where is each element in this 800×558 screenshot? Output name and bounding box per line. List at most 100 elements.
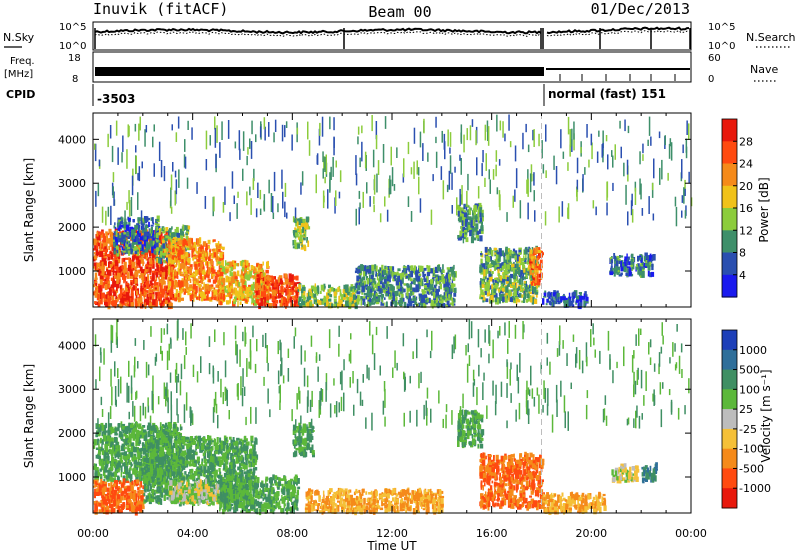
echo-cell	[489, 169, 491, 179]
echo-cell	[177, 276, 179, 279]
echo-cell	[284, 125, 286, 137]
echo-cell	[334, 291, 337, 296]
echo-cell	[631, 259, 634, 265]
echo-cell	[240, 279, 243, 283]
echo-cell	[147, 258, 149, 264]
echo-cell	[523, 255, 524, 261]
echo-cell	[232, 280, 235, 283]
echo-cell	[686, 139, 688, 153]
echo-cell	[149, 240, 152, 246]
echo-cell	[515, 269, 517, 276]
echo-cell	[301, 247, 304, 250]
echo-cell	[108, 239, 110, 244]
echo-cell	[420, 266, 423, 272]
echo-cell	[186, 279, 188, 284]
echo-cell	[313, 294, 316, 298]
echo-cell	[239, 130, 241, 150]
echo-cell	[440, 283, 442, 289]
echo-cell	[294, 240, 296, 245]
echo-cell	[169, 245, 171, 249]
echo-region	[457, 203, 484, 243]
station-title: Inuvik (fitACF)	[93, 0, 228, 18]
echo-cell	[249, 187, 251, 196]
echo-cell	[116, 240, 118, 245]
echo-cell	[684, 189, 686, 196]
echo-cell	[243, 263, 245, 267]
echo-cell	[329, 294, 332, 297]
echo-cell	[158, 257, 161, 264]
echo-cell	[621, 147, 623, 159]
echo-cell	[116, 287, 118, 291]
echo-cell	[95, 283, 97, 286]
echo-cell	[500, 276, 502, 281]
echo-cell	[110, 264, 112, 268]
echo-cell	[500, 268, 502, 271]
echo-cell	[181, 298, 184, 301]
echo-cell	[449, 171, 451, 190]
echo-cell	[126, 225, 129, 231]
echo-cell	[340, 170, 342, 182]
echo-cell	[391, 147, 393, 166]
echo-cell	[440, 294, 442, 297]
echo-cell	[155, 243, 158, 248]
echo-cell	[212, 274, 215, 276]
echo-cell	[326, 155, 328, 175]
echo-cell	[681, 159, 683, 178]
echo-cell	[453, 293, 456, 297]
echo-cell	[649, 117, 651, 136]
echo-cell	[516, 168, 518, 188]
echo-cell	[130, 269, 133, 276]
echo-cell	[251, 291, 253, 295]
echo-cell	[368, 269, 371, 273]
echo-cell	[670, 138, 672, 146]
echo-cell	[349, 302, 352, 309]
echo-cell	[526, 180, 528, 194]
echo-cell	[427, 300, 429, 303]
echo-cell	[442, 278, 445, 283]
echo-cell	[461, 158, 463, 175]
echo-cell	[184, 241, 186, 245]
echo-cell	[144, 232, 147, 237]
echo-cell	[215, 284, 218, 287]
echo-cell	[408, 142, 410, 154]
echo-cell	[239, 289, 242, 295]
echo-cell	[156, 258, 158, 263]
echo-cell	[628, 126, 630, 133]
echo-cell	[361, 286, 365, 293]
echo-cell	[392, 272, 394, 275]
echo-cell	[178, 169, 180, 188]
echo-cell	[454, 288, 457, 293]
echo-cell	[382, 277, 385, 279]
echo-cell	[444, 134, 446, 150]
echo-cell	[420, 132, 422, 148]
echo-cell	[433, 273, 435, 276]
colorbar-swatch	[722, 230, 737, 253]
echo-cell	[260, 209, 262, 215]
echo-cell	[488, 264, 492, 268]
echo-cell	[576, 300, 579, 303]
echo-cell	[430, 292, 431, 295]
echo-cell	[419, 274, 422, 276]
echo-cell	[492, 280, 494, 282]
beam-title: Beam 00	[368, 3, 431, 21]
echo-cell	[366, 182, 368, 193]
echo-cell	[184, 249, 186, 255]
echo-cell	[502, 121, 504, 138]
echo-cell	[536, 263, 538, 268]
echo-cell	[618, 270, 620, 272]
echo-cell	[272, 196, 274, 213]
echo-cell	[307, 122, 309, 140]
echo-cell	[514, 289, 517, 296]
echo-cell	[172, 162, 174, 172]
echo-cell	[188, 226, 191, 230]
echo-cell	[122, 272, 124, 275]
echo-cell	[98, 286, 101, 293]
echo-cell	[671, 142, 673, 160]
echo-cell	[580, 292, 582, 296]
echo-cell	[373, 150, 375, 168]
echo-cell	[450, 132, 452, 147]
echo-cell	[571, 129, 573, 147]
echo-cell	[127, 241, 129, 244]
echo-cell	[414, 128, 416, 144]
echo-cell	[533, 275, 535, 278]
